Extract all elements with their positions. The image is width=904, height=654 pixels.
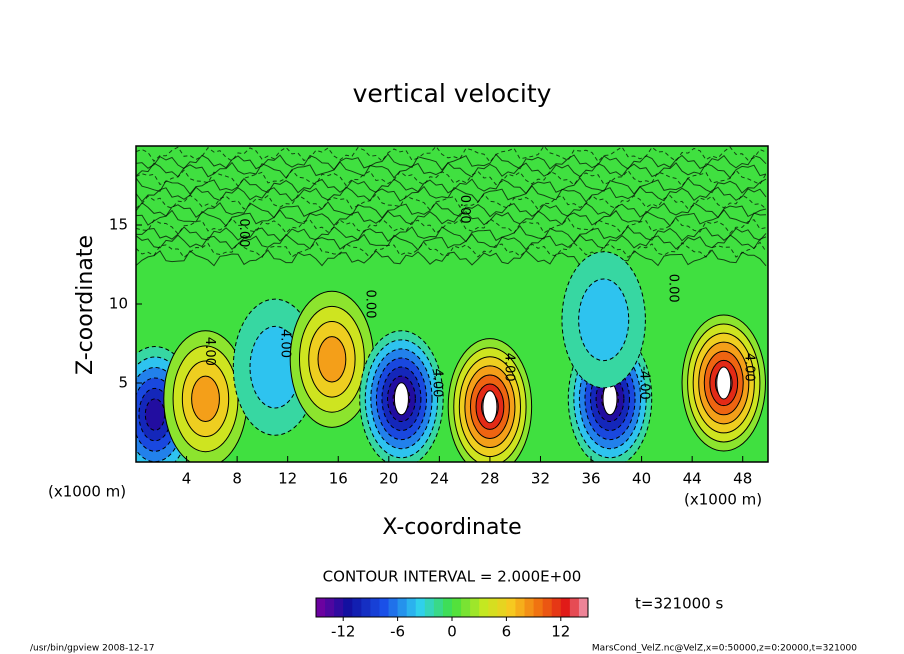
colorbar-swatch	[569, 598, 580, 617]
x-tick-label: 8	[232, 470, 242, 488]
y-tick-label: 5	[118, 374, 128, 392]
cell	[681, 314, 766, 452]
x-tick-label: 40	[632, 470, 651, 488]
contour-line	[136, 185, 767, 203]
contour-band	[191, 375, 220, 422]
colorbar-swatch	[370, 598, 380, 617]
contour-core	[482, 390, 498, 424]
contour-line	[136, 161, 767, 179]
colorbar-swatch	[479, 598, 489, 617]
colorbar-swatch	[560, 598, 571, 617]
contour-label: 4.00	[501, 353, 516, 382]
colorbar-swatch	[488, 598, 498, 617]
colorbar-swatch	[325, 598, 335, 617]
x-tick-label: 32	[531, 470, 550, 488]
colorbar-tick-label: 0	[447, 623, 457, 641]
contour-line	[136, 177, 767, 195]
colorbar-tick-label: -6	[390, 623, 405, 641]
colorbar: -12 -6 0 6 12	[315, 597, 589, 641]
colorbar-swatch	[542, 598, 553, 617]
contour-line	[136, 217, 767, 235]
colorbar-swatch	[343, 598, 353, 617]
contour-interval: CONTOUR INTERVAL = 2.000E+00	[323, 568, 582, 586]
x-tick-label: 12	[278, 470, 297, 488]
colorbar-swatch	[316, 598, 326, 617]
x-tick-label: 16	[329, 470, 348, 488]
colorbar-swatch	[433, 598, 444, 617]
colorbar-swatch	[551, 598, 562, 617]
colorbar-swatch	[470, 598, 480, 617]
plot-area: 4.00 4.00 0.00 4.00 4.00 -4.00 0.00 4.00 0.00 0.0…	[136, 146, 768, 462]
footer-left: /usr/bin/gpview 2008-12-17	[30, 644, 154, 654]
colorbar-swatch	[424, 598, 435, 617]
x-tick-label: 24	[430, 470, 449, 488]
contour-line	[136, 249, 767, 267]
cell	[561, 251, 646, 389]
x-tick-label: 48	[733, 470, 752, 488]
contour-line	[136, 209, 767, 227]
footer-right: MarsCond_VelZ.nc@VelZ,x=0:50000,z=0:2000…	[592, 644, 857, 654]
colorbar-tick-label: 12	[551, 623, 570, 641]
colorbar-swatch	[533, 598, 544, 617]
cell	[447, 338, 533, 462]
y-tick-label: 15	[109, 216, 128, 234]
contour-core	[393, 382, 409, 416]
colorbar-swatch	[461, 598, 471, 617]
contour-line	[136, 225, 767, 243]
colorbar-swatch	[406, 598, 417, 617]
contour-core	[716, 366, 732, 400]
colorbar-swatch	[379, 598, 390, 617]
contour-label: 4.00	[429, 369, 444, 398]
cell	[163, 330, 248, 462]
contour-label: -4.00	[637, 366, 652, 400]
colorbar-swatch	[452, 598, 462, 617]
contour-band	[578, 278, 630, 362]
contour-band	[144, 398, 166, 431]
contour-label: 0.00	[236, 218, 251, 247]
contour-label: 0.00	[666, 274, 681, 303]
x-tick-label: 28	[480, 470, 499, 488]
colorbar-swatch	[397, 598, 408, 617]
x-tick-label: 44	[683, 470, 702, 488]
x-unit-label: (x1000 m)	[48, 483, 126, 501]
x-unit-label: (x1000 m)	[684, 491, 762, 509]
cell	[289, 290, 375, 428]
colorbar-swatch	[506, 598, 516, 617]
colorbar-tick-label: -12	[331, 623, 356, 641]
colorbar-swatch	[415, 598, 426, 617]
contour-label: 4.00	[202, 337, 217, 366]
colorbar-swatch	[515, 598, 526, 617]
time-label: t=321000 s	[635, 595, 723, 613]
contour-label: 4.00	[278, 329, 293, 358]
colorbar-swatch	[334, 598, 344, 617]
x-tick-label: 4	[182, 470, 192, 488]
colorbar-swatch	[578, 598, 589, 617]
contour-label: 0.00	[362, 290, 377, 319]
x-axis-label: X-coordinate	[382, 515, 521, 540]
colorbar-swatch	[352, 598, 362, 617]
contour-line	[136, 153, 767, 171]
colorbar-tick-label: 6	[502, 623, 512, 641]
colorbar-swatch	[497, 598, 507, 617]
contour-line	[136, 233, 767, 251]
chart-title: vertical velocity	[353, 79, 552, 108]
colorbar-swatch	[524, 598, 535, 617]
contour-line	[136, 241, 767, 259]
contour-line	[136, 201, 767, 219]
contour-line	[136, 146, 767, 163]
x-tick-label: 20	[379, 470, 398, 488]
y-tick-label: 10	[109, 295, 128, 313]
contour-label: 4.00	[742, 353, 757, 382]
y-axis-label: Z-coordinate	[73, 235, 98, 375]
colorbar-swatch	[361, 598, 371, 617]
cell	[359, 330, 444, 462]
x-tick-label: 36	[581, 470, 600, 488]
colorbar-swatch	[388, 598, 399, 617]
contour-label: 0.00	[457, 195, 472, 224]
contour-line	[136, 193, 767, 211]
contour-band	[317, 336, 347, 383]
colorbar-swatch	[442, 598, 453, 617]
